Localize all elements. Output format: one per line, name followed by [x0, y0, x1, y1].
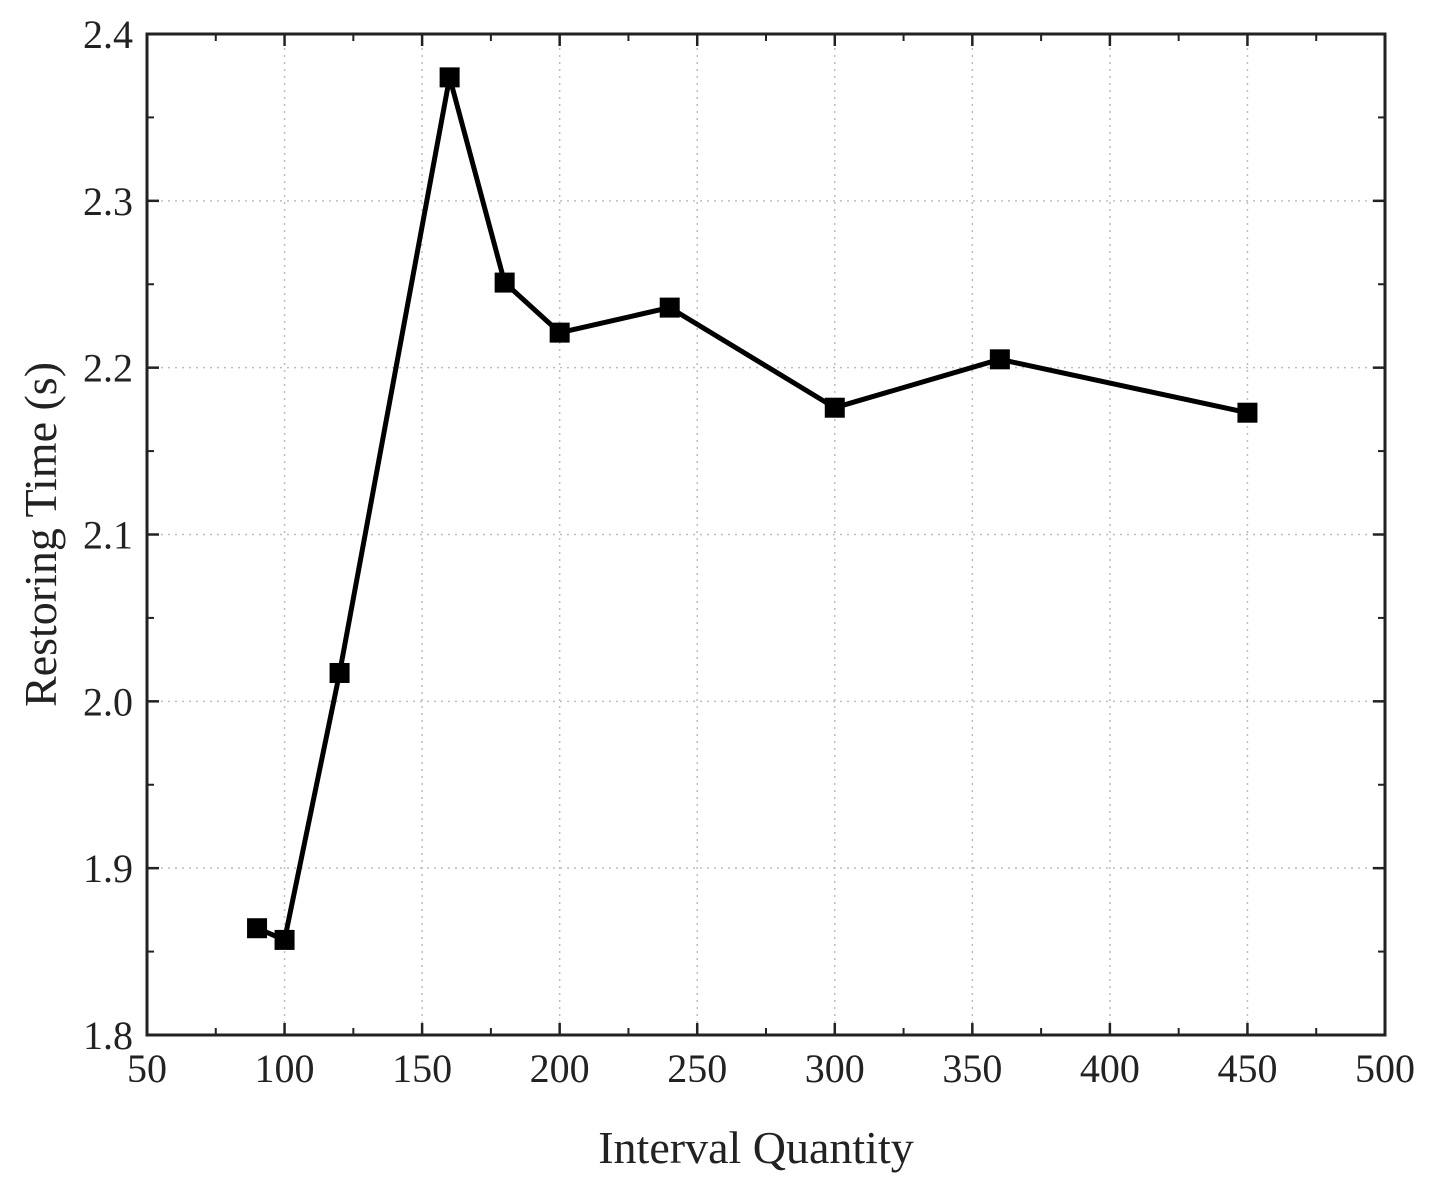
data-point-marker	[824, 397, 845, 418]
data-point-marker	[1237, 402, 1258, 423]
x-tick-label: 200	[530, 1046, 590, 1091]
x-tick-label: 250	[667, 1046, 727, 1091]
data-point-marker	[989, 349, 1010, 370]
y-tick-label: 2.4	[83, 12, 133, 57]
series-line	[256, 74, 1248, 943]
y-tick-label: 2.1	[83, 513, 133, 558]
y-axis-title: Restoring Time (s)	[15, 362, 66, 707]
y-tick-label: 2.2	[83, 346, 133, 391]
data-point-marker	[247, 918, 268, 939]
y-tick-label: 2.3	[83, 179, 133, 224]
y-tick-label: 1.9	[83, 846, 133, 891]
x-tick-label: 150	[392, 1046, 452, 1091]
y-tick-label: 1.8	[83, 1013, 133, 1058]
axes	[145, 32, 1387, 1037]
grid	[147, 34, 1385, 1035]
x-tick-label: 350	[942, 1046, 1002, 1091]
plot-frame	[145, 32, 1387, 1037]
data-point-marker	[549, 322, 570, 343]
x-tick-label: 450	[1217, 1046, 1277, 1091]
data-point-marker	[494, 272, 515, 293]
data-point-marker	[659, 297, 680, 318]
x-tick-label: 100	[255, 1046, 315, 1091]
x-tick-label: 300	[805, 1046, 865, 1091]
series	[247, 67, 1258, 950]
x-tick-label: 50	[127, 1046, 167, 1091]
x-tick-label: 500	[1355, 1046, 1415, 1091]
y-tick-label: 2.0	[83, 679, 133, 724]
data-point-marker	[274, 929, 295, 950]
data-point-marker	[439, 67, 460, 88]
x-axis-title: Interval Quantity	[598, 1122, 914, 1173]
x-tick-label: 400	[1080, 1046, 1140, 1091]
ticks: 50 100 150 200 250 300 350 400 450 500 1.8 1.9 2.0 2.…	[83, 12, 1415, 1091]
data-point-marker	[329, 662, 350, 683]
